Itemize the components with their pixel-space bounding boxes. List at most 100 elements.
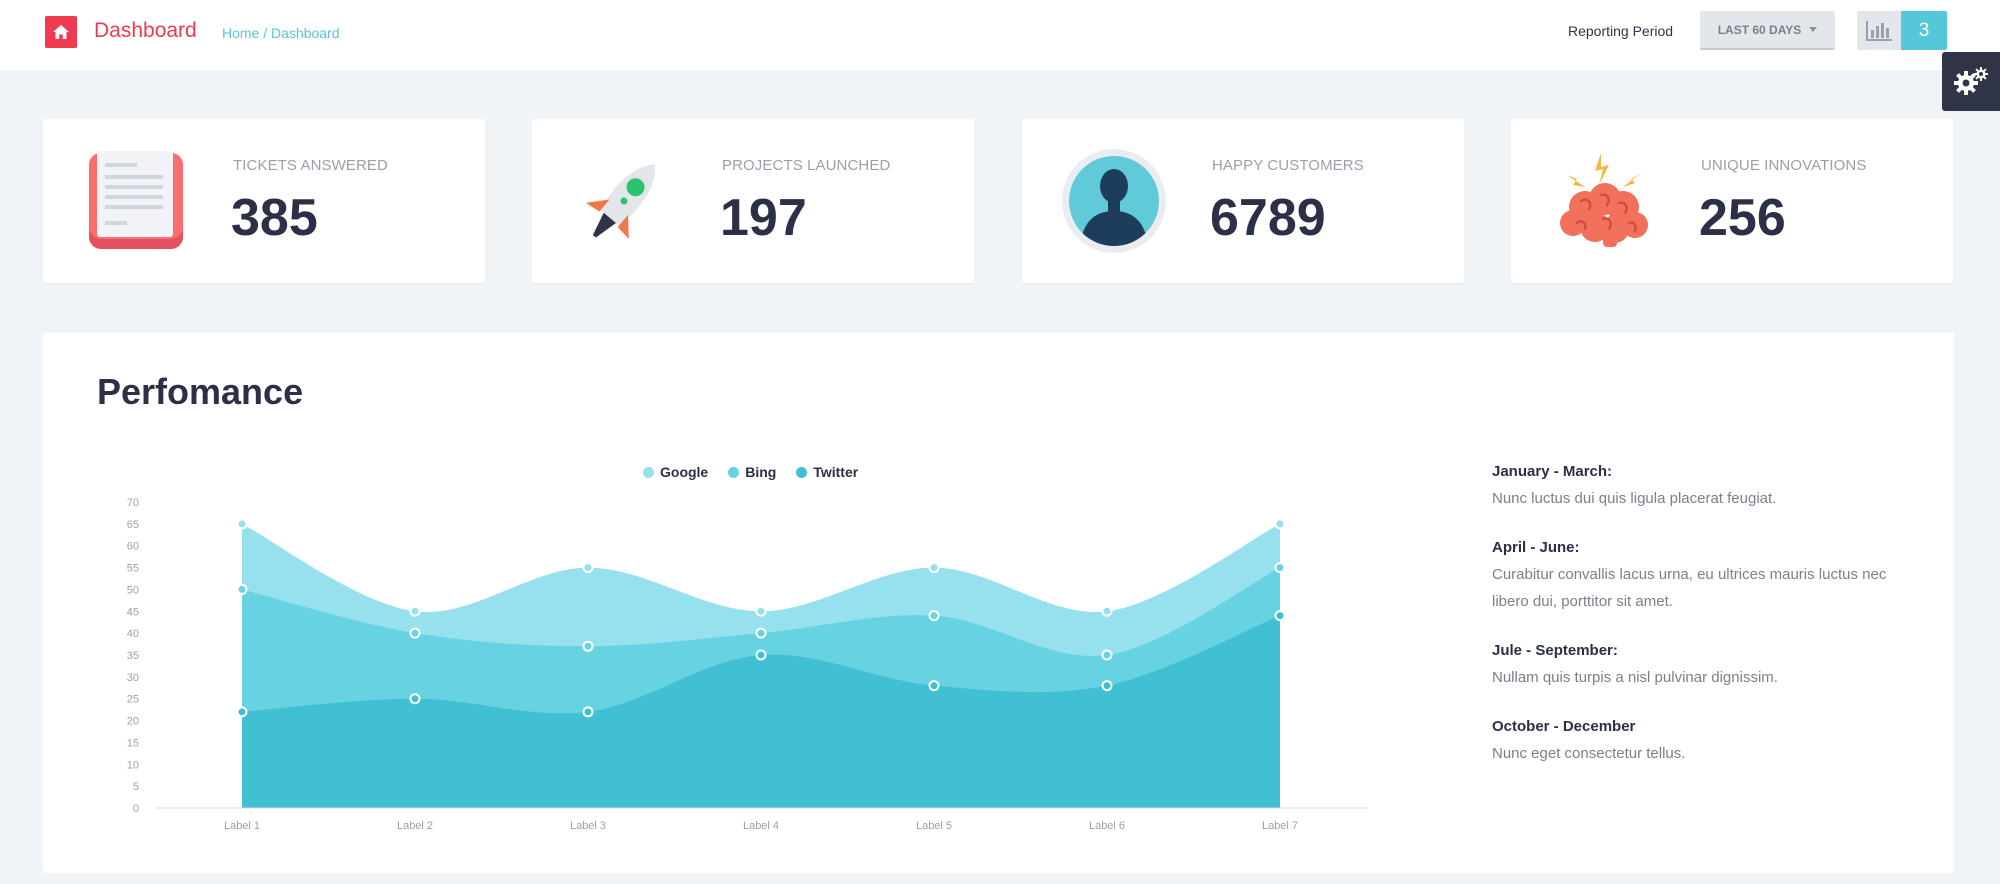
user-avatar-icon: [1062, 149, 1166, 253]
note-title: January - March:: [1492, 463, 1613, 480]
data-point: [928, 680, 940, 692]
series-area-twitter: [242, 615, 1280, 808]
data-point: [755, 605, 767, 617]
x-tick-label: Label 6: [1089, 820, 1125, 832]
note-text: Curabitur convallis lacus urna, eu ultri…: [1492, 566, 1887, 610]
stat-card-customers: HAPPY CUSTOMERS 6789: [1022, 119, 1464, 283]
y-tick-label: 35: [127, 650, 139, 662]
stat-label: HAPPY CUSTOMERS: [1212, 157, 1364, 174]
x-tick-label: Label 5: [916, 820, 952, 832]
y-tick-label: 15: [127, 737, 139, 749]
brain-icon: [1551, 149, 1655, 253]
panel-title: Perfomance: [97, 371, 304, 412]
note-item: Jule - September: Nullam quis turpis a n…: [1492, 638, 1892, 691]
note-item: January - March: Nunc luctus dui quis li…: [1492, 459, 1892, 512]
data-point: [1274, 562, 1286, 574]
data-point: [409, 627, 421, 639]
y-tick-label: 0: [133, 803, 139, 815]
legend-swatch: [728, 466, 740, 478]
data-point: [1274, 610, 1286, 622]
stat-card-innovations: UNIQUE INNOVATIONS 256: [1511, 119, 1953, 283]
data-point: [1101, 605, 1113, 617]
data-point: [582, 706, 594, 718]
data-point: [1101, 649, 1113, 661]
caret-down-icon: [1809, 27, 1818, 32]
y-tick-label: 25: [127, 694, 139, 706]
data-point: [236, 518, 248, 530]
stat-value: 385: [231, 189, 318, 247]
legend-item[interactable]: Google: [643, 463, 708, 481]
stat-label: UNIQUE INNOVATIONS: [1701, 157, 1867, 174]
y-tick-label: 45: [127, 606, 139, 618]
reporting-period-label: Reporting Period: [1568, 23, 1674, 39]
y-tick-label: 5: [133, 781, 139, 793]
y-tick-label: 60: [127, 541, 139, 553]
breadcrumb[interactable]: Home / Dashboard: [222, 25, 340, 41]
legend-swatch: [796, 466, 808, 478]
data-point: [928, 610, 940, 622]
x-tick-label: Label 1: [224, 820, 260, 832]
chart-legend: Google Bing Twitter: [643, 463, 858, 481]
reporting-period-dropdown[interactable]: LAST 60 DAYS: [1700, 11, 1835, 50]
bar-chart-icon: [1866, 20, 1892, 41]
stat-value: 256: [1699, 189, 1786, 247]
x-tick-label: Label 4: [743, 820, 779, 832]
stat-card-projects: PROJECTS LAUNCHED 197: [532, 119, 974, 283]
performance-panel: Perfomance Google Bing Twitter 0 5 10 15 20 2…: [43, 333, 1954, 873]
legend-label: Google: [660, 464, 709, 480]
stat-value: 197: [720, 189, 807, 247]
document-icon: [83, 149, 187, 253]
home-icon: [53, 25, 69, 39]
x-tick-label: Label 3: [570, 820, 606, 832]
note-item: October - December Nunc eget consectetur…: [1492, 714, 1892, 767]
data-point: [582, 562, 594, 574]
data-point: [409, 693, 421, 705]
data-point: [1274, 518, 1286, 530]
data-point: [755, 649, 767, 661]
legend-item[interactable]: Twitter: [796, 463, 858, 481]
reporting-period-value: LAST 60 DAYS: [1717, 22, 1802, 37]
settings-button[interactable]: [1942, 52, 2000, 111]
legend-item[interactable]: Bing: [728, 463, 776, 481]
data-point: [755, 627, 767, 639]
gears-icon: [1954, 66, 1988, 95]
top-bar: Dashboard Home / Dashboard Reporting Per…: [0, 0, 2000, 70]
y-tick-label: 55: [127, 563, 139, 575]
note-text: Nunc eget consectetur tellus.: [1492, 745, 1686, 762]
note-text: Nunc luctus dui quis ligula placerat feu…: [1492, 490, 1777, 507]
data-point: [409, 605, 421, 617]
page-title: Dashboard: [94, 19, 197, 42]
stat-card-tickets: TICKETS ANSWERED 385: [43, 119, 485, 283]
note-title: Jule - September:: [1492, 642, 1618, 659]
rocket-icon: [572, 149, 676, 253]
legend-label: Bing: [745, 464, 777, 480]
data-point: [582, 640, 594, 652]
stat-label: PROJECTS LAUNCHED: [722, 157, 891, 174]
stat-label: TICKETS ANSWERED: [233, 157, 388, 174]
data-point: [236, 706, 248, 718]
y-tick-label: 40: [127, 628, 139, 640]
stat-value: 6789: [1210, 189, 1326, 247]
stats-button[interactable]: [1857, 11, 1901, 50]
y-tick-label: 30: [127, 672, 139, 684]
legend-label: Twitter: [813, 464, 859, 480]
performance-area-chart: 0 5 10 15 20 25 30 35 40 45 50 55 60 65 70 Label 1 Label…: [127, 497, 1367, 832]
y-tick-label: 70: [127, 497, 139, 509]
note-title: October - December: [1492, 718, 1636, 735]
y-tick-label: 20: [127, 716, 139, 728]
note-text: Nullam quis turpis a nisl pulvinar digni…: [1492, 669, 1778, 686]
y-tick-label: 10: [127, 759, 139, 771]
legend-swatch: [643, 466, 654, 478]
data-point: [1101, 680, 1113, 692]
home-button[interactable]: [45, 16, 77, 48]
performance-notes: January - March: Nunc luctus dui quis li…: [1492, 459, 1892, 790]
x-tick-label: Label 2: [397, 820, 433, 832]
x-tick-label: Label 7: [1262, 820, 1298, 832]
y-tick-label: 50: [127, 584, 139, 596]
y-tick-label: 65: [127, 519, 139, 531]
note-item: April - June: Curabitur convallis lacus …: [1492, 535, 1892, 615]
notification-count-badge[interactable]: 3: [1901, 11, 1947, 50]
data-point: [928, 562, 940, 574]
data-point: [236, 583, 248, 595]
note-title: April - June:: [1492, 539, 1580, 556]
